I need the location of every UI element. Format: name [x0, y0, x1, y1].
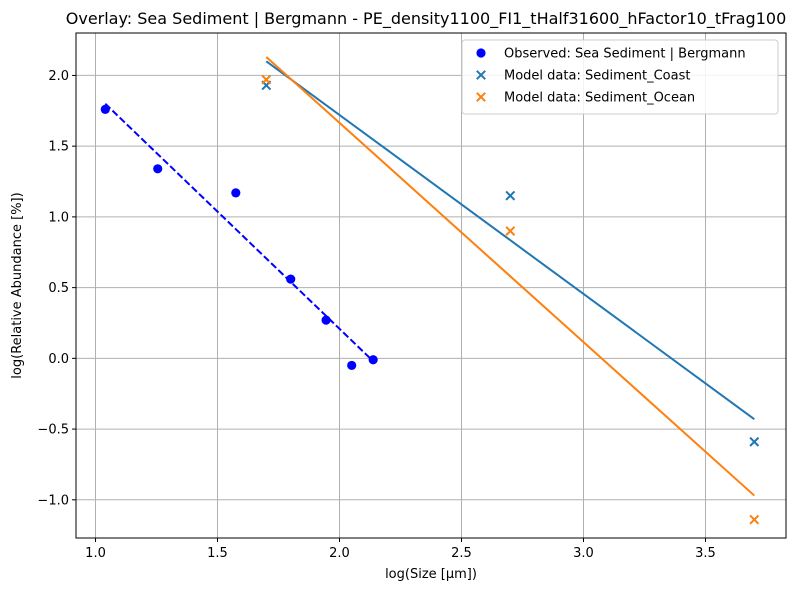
y-axis-ticks: −1.0 −0.5 0.0 0.5 1.0 1.5 2.0	[37, 69, 76, 508]
legend-box	[461, 39, 779, 115]
grid	[76, 33, 786, 538]
x-tick-label: 2.0	[329, 546, 350, 561]
y-tick-label: 1.5	[48, 140, 69, 155]
x-axis-label: log(Size [μm])	[385, 567, 477, 582]
observed-point	[231, 188, 241, 198]
legend-marker	[476, 70, 486, 80]
observed-point	[368, 355, 378, 365]
observed-point	[321, 315, 331, 325]
legend: Observed: Sea Sediment | Bergmann Model d…	[461, 39, 779, 115]
observed-point	[286, 274, 296, 284]
x-tick-label: 1.5	[207, 546, 228, 561]
fit-line	[265, 56, 755, 497]
chart-title: Overlay: Sea Sediment | Bergmann - PE_de…	[66, 9, 787, 29]
model-point	[505, 190, 516, 201]
x-tick-label: 1.0	[85, 546, 106, 561]
x-tick-label: 3.5	[695, 546, 716, 561]
fit-line	[104, 103, 374, 362]
observed-point	[347, 360, 357, 371]
x-axis-ticks: 1.0 1.5 2.0 2.5 3.0 3.5	[85, 538, 716, 561]
model-point	[749, 436, 760, 447]
legend-label: Model data: Sediment_Coast	[504, 69, 690, 84]
model-point	[505, 226, 516, 236]
x-tick-label: 2.5	[451, 546, 472, 561]
data-points	[100, 74, 760, 525]
y-tick-label: 2.0	[48, 69, 69, 84]
y-tick-label: 0.5	[48, 281, 69, 296]
legend-label: Model data: Sediment_Ocean	[504, 91, 695, 106]
model-point	[749, 514, 760, 525]
y-tick-label: −0.5	[37, 423, 69, 438]
legend-marker	[476, 92, 486, 102]
y-tick-label: −1.0	[37, 493, 69, 508]
observed-point	[100, 104, 110, 114]
legend-label: Observed: Sea Sediment | Bergmann	[504, 47, 746, 62]
x-tick-label: 3.0	[573, 546, 594, 561]
fit-line	[265, 60, 755, 420]
y-axis-label: log(Relative Abundance [%])	[10, 192, 25, 378]
y-tick-label: 0.0	[48, 352, 69, 367]
fit-lines	[104, 56, 755, 497]
observed-point	[153, 164, 163, 174]
legend-marker	[476, 48, 486, 58]
y-tick-label: 1.0	[48, 210, 69, 225]
model-point	[261, 74, 272, 85]
plot-area-frame	[75, 32, 787, 539]
